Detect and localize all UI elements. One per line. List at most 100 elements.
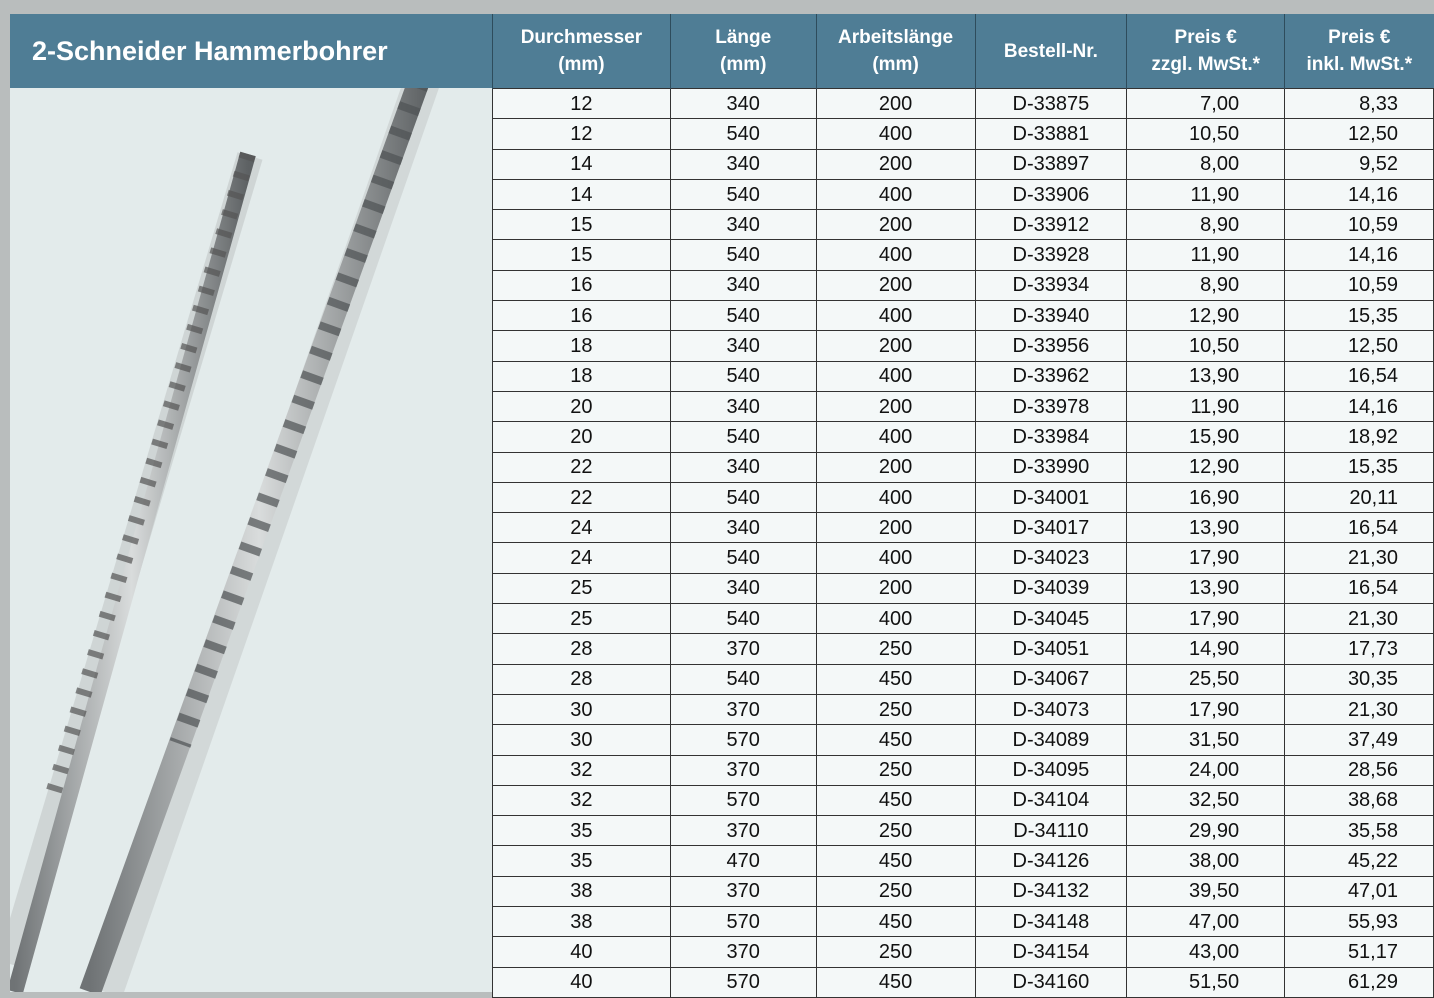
- cell: D-33906: [975, 179, 1127, 209]
- cell: D-33928: [975, 240, 1127, 270]
- cell: D-33956: [975, 331, 1127, 361]
- cell: 250: [816, 937, 975, 967]
- cell: 61,29: [1285, 967, 1434, 997]
- cell: D-34110: [975, 816, 1127, 846]
- table-row: 15340200D-339128,9010,59: [493, 210, 1434, 240]
- title: 2-Schneider Hammerbohrer: [10, 14, 492, 88]
- table-row: 16340200D-339348,9010,59: [493, 270, 1434, 300]
- cell: 11,90: [1127, 391, 1285, 421]
- cell: 37,49: [1285, 725, 1434, 755]
- cell: 400: [816, 361, 975, 391]
- cell: D-34132: [975, 876, 1127, 906]
- cell: 450: [816, 907, 975, 937]
- cell: 40: [493, 967, 671, 997]
- header-line: Bestell-Nr.: [976, 38, 1127, 65]
- cell: 13,90: [1127, 573, 1285, 603]
- cell: 200: [816, 331, 975, 361]
- cell: 540: [670, 179, 816, 209]
- cell: 22: [493, 482, 671, 512]
- cell: 370: [670, 634, 816, 664]
- cell: 32: [493, 755, 671, 785]
- cell: 340: [670, 452, 816, 482]
- cell: 400: [816, 179, 975, 209]
- cell: 540: [670, 361, 816, 391]
- cell: 250: [816, 755, 975, 785]
- cell: 340: [670, 89, 816, 119]
- cell: 10,59: [1285, 270, 1434, 300]
- cell: 200: [816, 573, 975, 603]
- cell: 540: [670, 664, 816, 694]
- table-row: 12340200D-338757,008,33: [493, 89, 1434, 119]
- cell: D-34051: [975, 634, 1127, 664]
- header-line: Preis €: [1127, 24, 1284, 51]
- cell: 400: [816, 482, 975, 512]
- cell: 340: [670, 513, 816, 543]
- column-header: Preis €inkl. MwSt.*: [1285, 14, 1434, 89]
- cell: D-33962: [975, 361, 1127, 391]
- cell: 340: [670, 391, 816, 421]
- page: 2-Schneider Hammerbohrer Durchmesser(mm)…: [0, 0, 1434, 992]
- cell: 38: [493, 907, 671, 937]
- cell: 17,90: [1127, 543, 1285, 573]
- cell: 16,90: [1127, 482, 1285, 512]
- cell: 12,90: [1127, 452, 1285, 482]
- cell: 370: [670, 937, 816, 967]
- cell: D-33897: [975, 149, 1127, 179]
- cell: 24: [493, 513, 671, 543]
- cell: 30,35: [1285, 664, 1434, 694]
- column-header: Arbeitslänge(mm): [816, 14, 975, 89]
- cell: 25: [493, 604, 671, 634]
- cell: 8,00: [1127, 149, 1285, 179]
- cell: 340: [670, 270, 816, 300]
- cell: 47,00: [1127, 907, 1285, 937]
- cell: D-34023: [975, 543, 1127, 573]
- cell: 15,35: [1285, 301, 1434, 331]
- cell: D-33978: [975, 391, 1127, 421]
- header-row: Durchmesser(mm)Länge(mm)Arbeitslänge(mm)…: [493, 14, 1434, 89]
- cell: 15: [493, 240, 671, 270]
- cell: 47,01: [1285, 876, 1434, 906]
- cell: 39,50: [1127, 876, 1285, 906]
- cell: 400: [816, 422, 975, 452]
- cell: 200: [816, 270, 975, 300]
- header-line: zzgl. MwSt.*: [1127, 51, 1284, 78]
- cell: 14,90: [1127, 634, 1285, 664]
- cell: 55,93: [1285, 907, 1434, 937]
- table-row: 18540400D-3396213,9016,54: [493, 361, 1434, 391]
- table-row: 22340200D-3399012,9015,35: [493, 452, 1434, 482]
- cell: 14,16: [1285, 391, 1434, 421]
- cell: 12,50: [1285, 119, 1434, 149]
- cell: 17,73: [1285, 634, 1434, 664]
- cell: 30: [493, 694, 671, 724]
- cell: 470: [670, 846, 816, 876]
- cell: 200: [816, 210, 975, 240]
- cell: 400: [816, 301, 975, 331]
- cell: 17,90: [1127, 694, 1285, 724]
- cell: 340: [670, 331, 816, 361]
- header-line: (mm): [817, 51, 975, 78]
- cell: 43,00: [1127, 937, 1285, 967]
- cell: D-34067: [975, 664, 1127, 694]
- cell: 11,90: [1127, 179, 1285, 209]
- price-table: Durchmesser(mm)Länge(mm)Arbeitslänge(mm)…: [492, 14, 1434, 998]
- cell: 250: [816, 876, 975, 906]
- table-row: 28370250D-3405114,9017,73: [493, 634, 1434, 664]
- cell: 450: [816, 967, 975, 997]
- header-line: Arbeitslänge: [817, 24, 975, 51]
- cell: 540: [670, 543, 816, 573]
- cell: 45,22: [1285, 846, 1434, 876]
- cell: 35: [493, 846, 671, 876]
- cell: 8,90: [1127, 210, 1285, 240]
- cell: 32: [493, 785, 671, 815]
- cell: 250: [816, 816, 975, 846]
- cell: D-34039: [975, 573, 1127, 603]
- cell: 16,54: [1285, 513, 1434, 543]
- cell: 250: [816, 694, 975, 724]
- cell: 38: [493, 876, 671, 906]
- cell: 14: [493, 149, 671, 179]
- cell: 17,90: [1127, 604, 1285, 634]
- cell: D-34154: [975, 937, 1127, 967]
